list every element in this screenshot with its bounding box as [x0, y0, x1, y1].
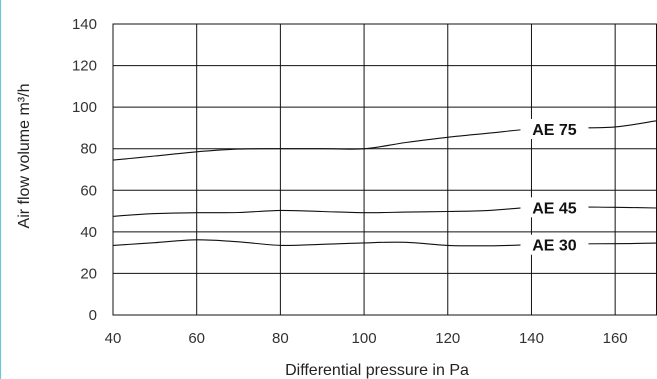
- curve-layer: [112, 120, 657, 247]
- grid-layer: [112, 23, 657, 316]
- series-label-ae-45: AE 45: [532, 200, 577, 217]
- x-tick-label: 160: [603, 330, 628, 347]
- y-tick-label: 120: [72, 58, 97, 75]
- tick-label-layer: 0 20 40 60 80 100 120 140 40 60 80 100 120 140 160: [72, 16, 628, 347]
- x-tick-label: 60: [188, 330, 205, 347]
- series-label-background: [520, 118, 589, 139]
- y-axis-label: Air flow volume m³/h: [16, 84, 33, 229]
- series-label-ae-75: AE 75: [532, 122, 577, 139]
- series-label-background: [520, 234, 589, 255]
- x-tick-label: 100: [352, 330, 377, 347]
- y-tick-label: 0: [89, 307, 97, 324]
- y-tick-label: 60: [80, 182, 97, 199]
- y-tick-label: 20: [80, 265, 97, 282]
- series-label-background: [520, 197, 589, 218]
- x-tick-label: 40: [105, 330, 122, 347]
- x-tick-label: 140: [519, 330, 544, 347]
- plot-frame: [112, 23, 657, 316]
- series-label-ae-30: AE 30: [532, 238, 577, 255]
- y-tick-label: 80: [80, 141, 97, 158]
- y-tick-label: 40: [80, 224, 97, 241]
- y-tick-label: 100: [72, 99, 97, 116]
- x-tick-label: 120: [435, 330, 460, 347]
- x-axis-label: Differential pressure in Pa: [285, 362, 469, 379]
- series-label-layer: AE 75 AE 45 AE 30: [520, 118, 589, 255]
- y-tick-label: 140: [72, 16, 97, 33]
- x-tick-label: 80: [272, 330, 289, 347]
